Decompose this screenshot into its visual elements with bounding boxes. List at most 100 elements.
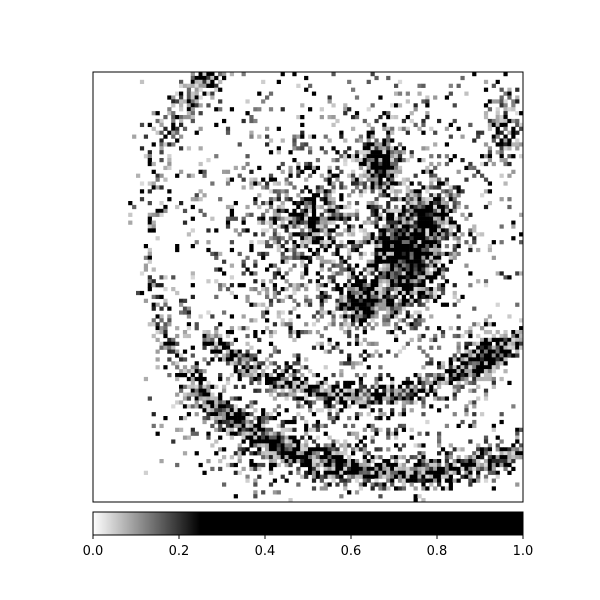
heatmap-cell (480, 337, 485, 343)
heatmap-cell (206, 228, 211, 233)
heatmap-cell (440, 333, 446, 339)
heatmap-cell (397, 486, 403, 491)
heatmap-cell (401, 228, 407, 233)
heatmap-cell (245, 161, 250, 167)
heatmap-cell (472, 376, 477, 382)
heatmap-cell (472, 423, 477, 429)
heatmap-cell (253, 232, 258, 237)
heatmap-cell (366, 161, 371, 167)
heatmap-cell (257, 376, 262, 382)
heatmap-cell (210, 357, 215, 362)
heatmap-cell (425, 373, 430, 378)
heatmap-cell (225, 412, 231, 417)
heatmap-cell (452, 224, 457, 229)
heatmap-cell (370, 298, 375, 303)
heatmap-cell (468, 341, 473, 346)
heatmap-cell (386, 146, 391, 151)
heatmap-cell (319, 423, 324, 429)
heatmap-cell (491, 353, 496, 358)
heatmap-cell (171, 134, 176, 139)
heatmap-cell (429, 154, 434, 159)
heatmap-cell (460, 466, 465, 472)
heatmap-cell (280, 419, 285, 425)
heatmap-cell (319, 263, 324, 268)
heatmap-cell (394, 83, 399, 88)
heatmap-cell (222, 353, 227, 358)
heatmap-cell (249, 435, 254, 440)
heatmap-cell (292, 416, 297, 421)
heatmap-cell (335, 232, 340, 237)
heatmap-cell (268, 197, 274, 202)
heatmap-cell (409, 255, 414, 260)
heatmap-cell (308, 459, 313, 464)
heatmap-cell (343, 459, 348, 464)
heatmap-cell (358, 161, 364, 167)
heatmap-cell (159, 150, 164, 155)
heatmap-cell (319, 341, 324, 346)
heatmap-cell (206, 75, 211, 81)
heatmap-cell (284, 459, 289, 464)
heatmap-cell (378, 302, 383, 307)
heatmap-cell (331, 271, 336, 276)
heatmap-cell (335, 302, 340, 307)
heatmap-cell (354, 326, 360, 331)
heatmap-cell (206, 337, 211, 343)
heatmap-cell (417, 388, 422, 393)
heatmap-cell (433, 201, 438, 206)
heatmap-cell (401, 279, 407, 284)
heatmap-cell (167, 158, 172, 163)
heatmap-cell (288, 462, 293, 468)
heatmap-cell (421, 99, 426, 104)
heatmap-cell (225, 216, 231, 221)
heatmap-cell (335, 447, 340, 452)
heatmap-cell (339, 169, 344, 174)
heatmap-cell (151, 181, 156, 186)
heatmap-cell (327, 392, 332, 397)
heatmap-cell (210, 251, 215, 257)
heatmap-cell (390, 244, 395, 249)
heatmap-cell (499, 146, 504, 151)
heatmap-cell (296, 482, 301, 487)
heatmap-cell (507, 337, 512, 343)
heatmap-cell (218, 412, 223, 417)
heatmap-cell (327, 208, 332, 214)
heatmap-cell (225, 204, 231, 210)
heatmap-cell (319, 447, 324, 452)
heatmap-cell (198, 392, 203, 397)
heatmap-cell (268, 388, 274, 393)
heatmap-cell (452, 302, 457, 307)
heatmap-cell (159, 341, 164, 346)
heatmap-cell (460, 474, 465, 479)
heatmap-cell (214, 400, 219, 405)
heatmap-cell (390, 283, 395, 288)
heatmap-cell (362, 330, 367, 335)
heatmap-cell (378, 154, 383, 159)
heatmap-cell (382, 216, 387, 221)
heatmap-cell (468, 459, 473, 464)
heatmap-cell (323, 455, 328, 460)
heatmap-cell (370, 150, 375, 155)
heatmap-cell (444, 380, 450, 386)
heatmap-cell (311, 204, 317, 210)
heatmap-cell (413, 326, 418, 331)
heatmap-cell (198, 369, 203, 374)
heatmap-cell (480, 130, 485, 135)
heatmap-cell (351, 177, 356, 182)
heatmap-cell (214, 228, 219, 233)
heatmap-cell (343, 392, 348, 397)
heatmap-cell (163, 287, 168, 292)
heatmap-cell (464, 204, 469, 210)
heatmap-cell (327, 337, 332, 343)
heatmap-cell (268, 455, 274, 460)
heatmap-cell (339, 294, 344, 300)
heatmap-cell (296, 283, 301, 288)
heatmap-cell (280, 376, 285, 382)
heatmap-cell (421, 197, 426, 202)
heatmap-cell (366, 142, 371, 147)
heatmap-cell (495, 99, 500, 104)
heatmap-cell (366, 240, 371, 245)
heatmap-cell (241, 283, 246, 288)
heatmap-cell (491, 134, 496, 139)
heatmap-cell (253, 369, 258, 374)
heatmap-cell (194, 322, 199, 327)
